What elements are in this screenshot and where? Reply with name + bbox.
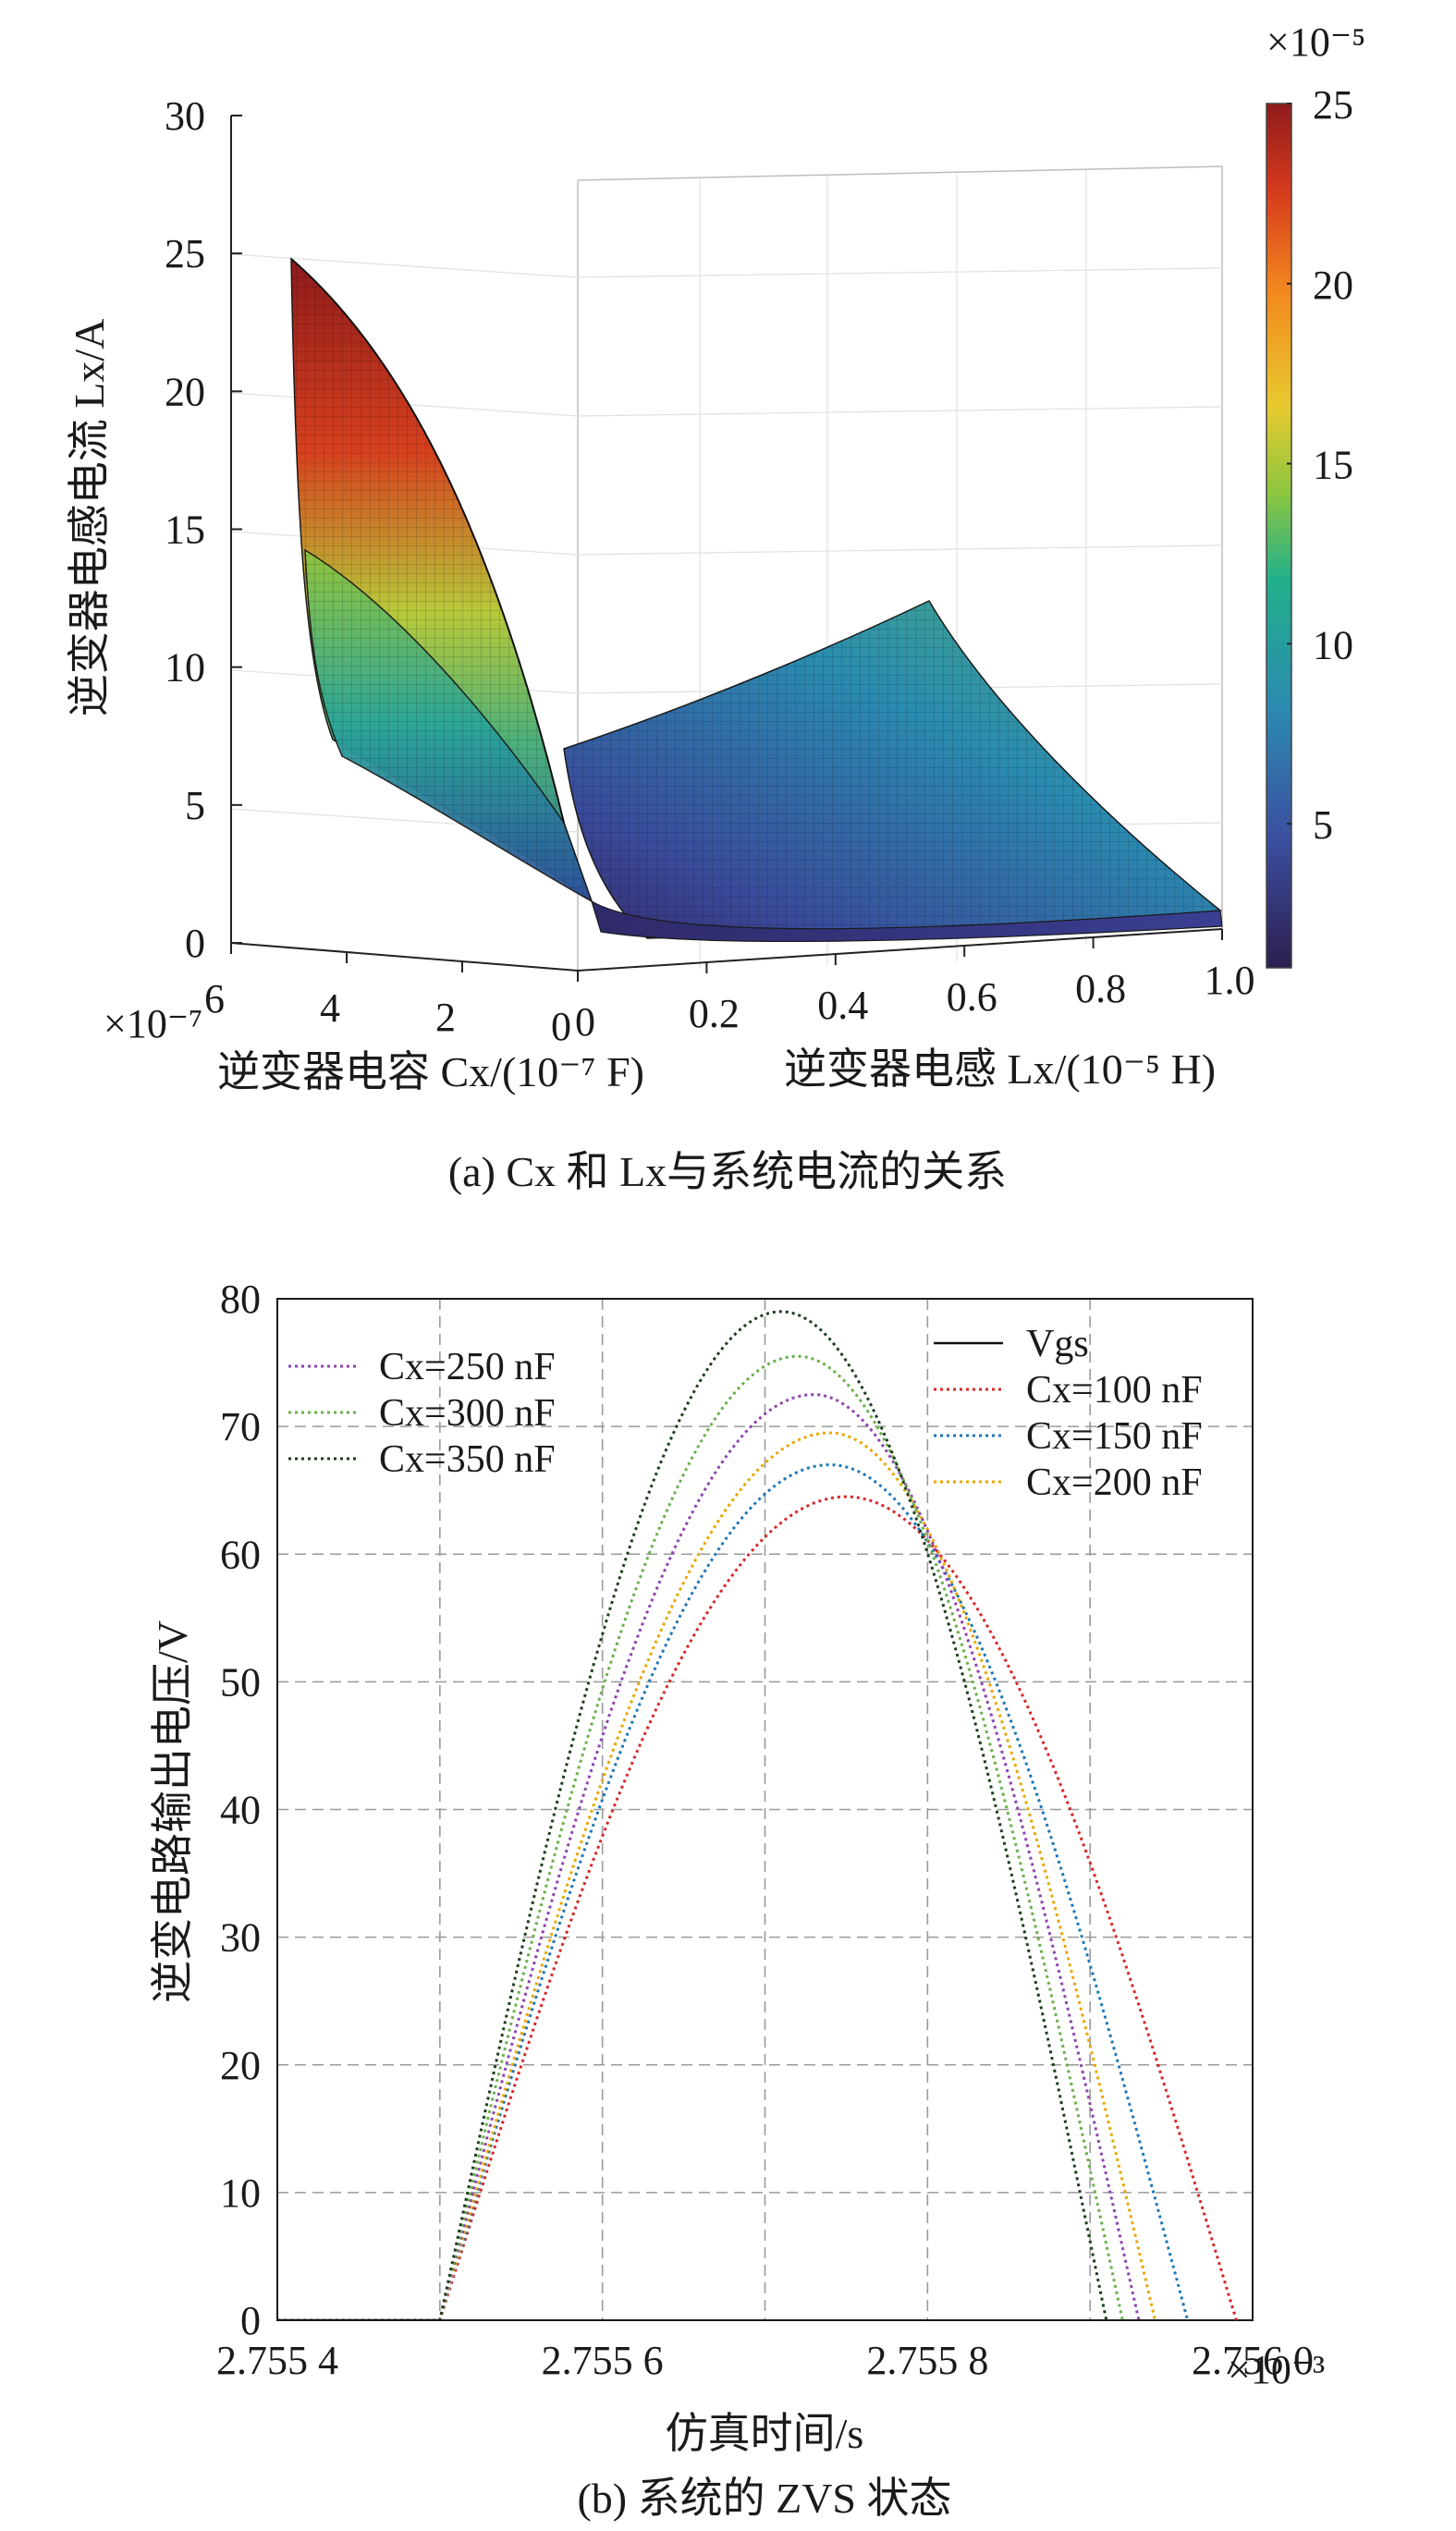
surface-ridge (290, 258, 565, 824)
floor-axis-l (577, 928, 1223, 972)
x-axis-label: 仿真时间/s (666, 2410, 864, 2457)
colorbar: 5 10 15 20 25 ×10⁻⁵ (1266, 19, 1365, 969)
surface-mesh (290, 257, 1223, 943)
x-tick-label: 2.755 8 (866, 2338, 988, 2383)
x-axis: 2.755 4 2.755 6 2.755 8 2.756 0 (216, 2338, 1314, 2383)
y-tick-label: 50 (220, 1659, 261, 1705)
z-tick-label: 10 (165, 645, 205, 691)
colorbar-gradient (1266, 103, 1292, 969)
x-tick-label: 2.755 6 (542, 2338, 664, 2383)
legend-entry: Cx=250 nF (379, 1346, 556, 1388)
series-line (277, 1463, 1190, 2320)
colorbar-tick-label: 20 (1313, 263, 1353, 308)
z-tick-label: 5 (185, 783, 205, 828)
y-tick-label: 60 (220, 1532, 261, 1577)
surface-trough (590, 899, 1223, 943)
surface-right-face-mesh (564, 601, 1220, 938)
x-tick-label: 2.756 0 (1192, 2338, 1314, 2383)
z-tick-label: 30 (165, 93, 205, 139)
surface-middle-face-mesh (305, 550, 592, 901)
series-line (277, 1495, 1238, 2320)
z-tick-label: 20 (165, 369, 205, 414)
l-tick-label: 0.2 (689, 991, 740, 1036)
colorbar-ticks: 5 10 15 20 25 (1287, 82, 1353, 848)
y-tick-label: 20 (220, 2043, 261, 2088)
y-tick-label: 0 (240, 2298, 261, 2343)
l-tick-label: 0 (575, 999, 595, 1045)
z-tick-label: 25 (165, 231, 205, 276)
x-axis-multiplier: ×10⁻³ (1228, 2347, 1325, 2392)
x-tick-label: 2.755 4 (216, 2338, 338, 2383)
colorbar-tick-label: 10 (1313, 622, 1353, 667)
series (277, 1310, 1238, 2320)
c-tick-label: 2 (435, 995, 456, 1040)
colorbar-tick-label: 5 (1313, 802, 1333, 848)
floor-axis-c (230, 942, 579, 972)
l-tick-label: 0.4 (817, 983, 868, 1028)
c-axis-multiplier: ×10⁻⁷ (104, 1001, 202, 1046)
z-axis: 0 5 10 15 20 25 30 (165, 93, 242, 966)
caption-a: (a) Cx 和 Lx与系统电流的关系 (448, 1148, 1007, 1195)
legend-entry: Cx=100 nF (1026, 1369, 1203, 1412)
c-tick-label: 0 (551, 1004, 571, 1049)
l-axis-label: 逆变器电感 Lx/(10⁻⁵ H) (784, 1045, 1216, 1093)
plot-frame (276, 1298, 1254, 2321)
series-line (277, 1354, 1124, 2320)
z-tick-label: 15 (165, 507, 205, 553)
legend-entry: Cx=300 nF (379, 1392, 556, 1435)
caption-b: (b) 系统的 ZVS 状态 (577, 2475, 951, 2522)
y-tick-label: 30 (220, 1915, 261, 1961)
l-tick-label: 0.8 (1075, 966, 1126, 1011)
y-tick-label: 10 (220, 2170, 261, 2216)
colorbar-tick-label: 25 (1313, 82, 1353, 128)
legend-entry: Cx=150 nF (1026, 1415, 1203, 1458)
c-tick-label: 4 (320, 985, 340, 1031)
series-line (277, 1310, 1108, 2320)
l-axis: 0 0.2 0.4 0.6 0.8 1.0 (575, 929, 1255, 1045)
legend-entry: Cx=200 nF (1026, 1461, 1203, 1504)
series-line (277, 1393, 1141, 2320)
y-axis: 0 10 20 30 40 50 60 70 80 (220, 1277, 261, 2343)
colorbar-multiplier: ×10⁻⁵ (1266, 19, 1365, 65)
y-axis-label: 逆变电路输出电压/V (149, 1620, 196, 2003)
series-line (277, 1431, 1157, 2320)
y-tick-label: 70 (220, 1404, 261, 1449)
z-tick-label: 0 (185, 921, 205, 966)
legend-entry: Cx=350 nF (379, 1438, 556, 1481)
l-tick-label: 1.0 (1205, 958, 1255, 1003)
colorbar-tick-label: 15 (1313, 443, 1353, 488)
z-axis-label: 逆变器电感电流 Lx/A (66, 319, 113, 717)
y-tick-label: 40 (220, 1788, 261, 1833)
c-axis: 6 4 2 0 (204, 943, 579, 1049)
legend-entry: Vgs (1026, 1323, 1089, 1365)
l-tick-label: 0.6 (947, 974, 997, 1020)
y-tick-label: 80 (220, 1277, 261, 1322)
c-axis-label: 逆变器电容 Cx/(10⁻⁷ F) (217, 1048, 644, 1095)
grid (277, 1299, 1253, 2320)
c-tick-label: 6 (204, 976, 225, 1021)
